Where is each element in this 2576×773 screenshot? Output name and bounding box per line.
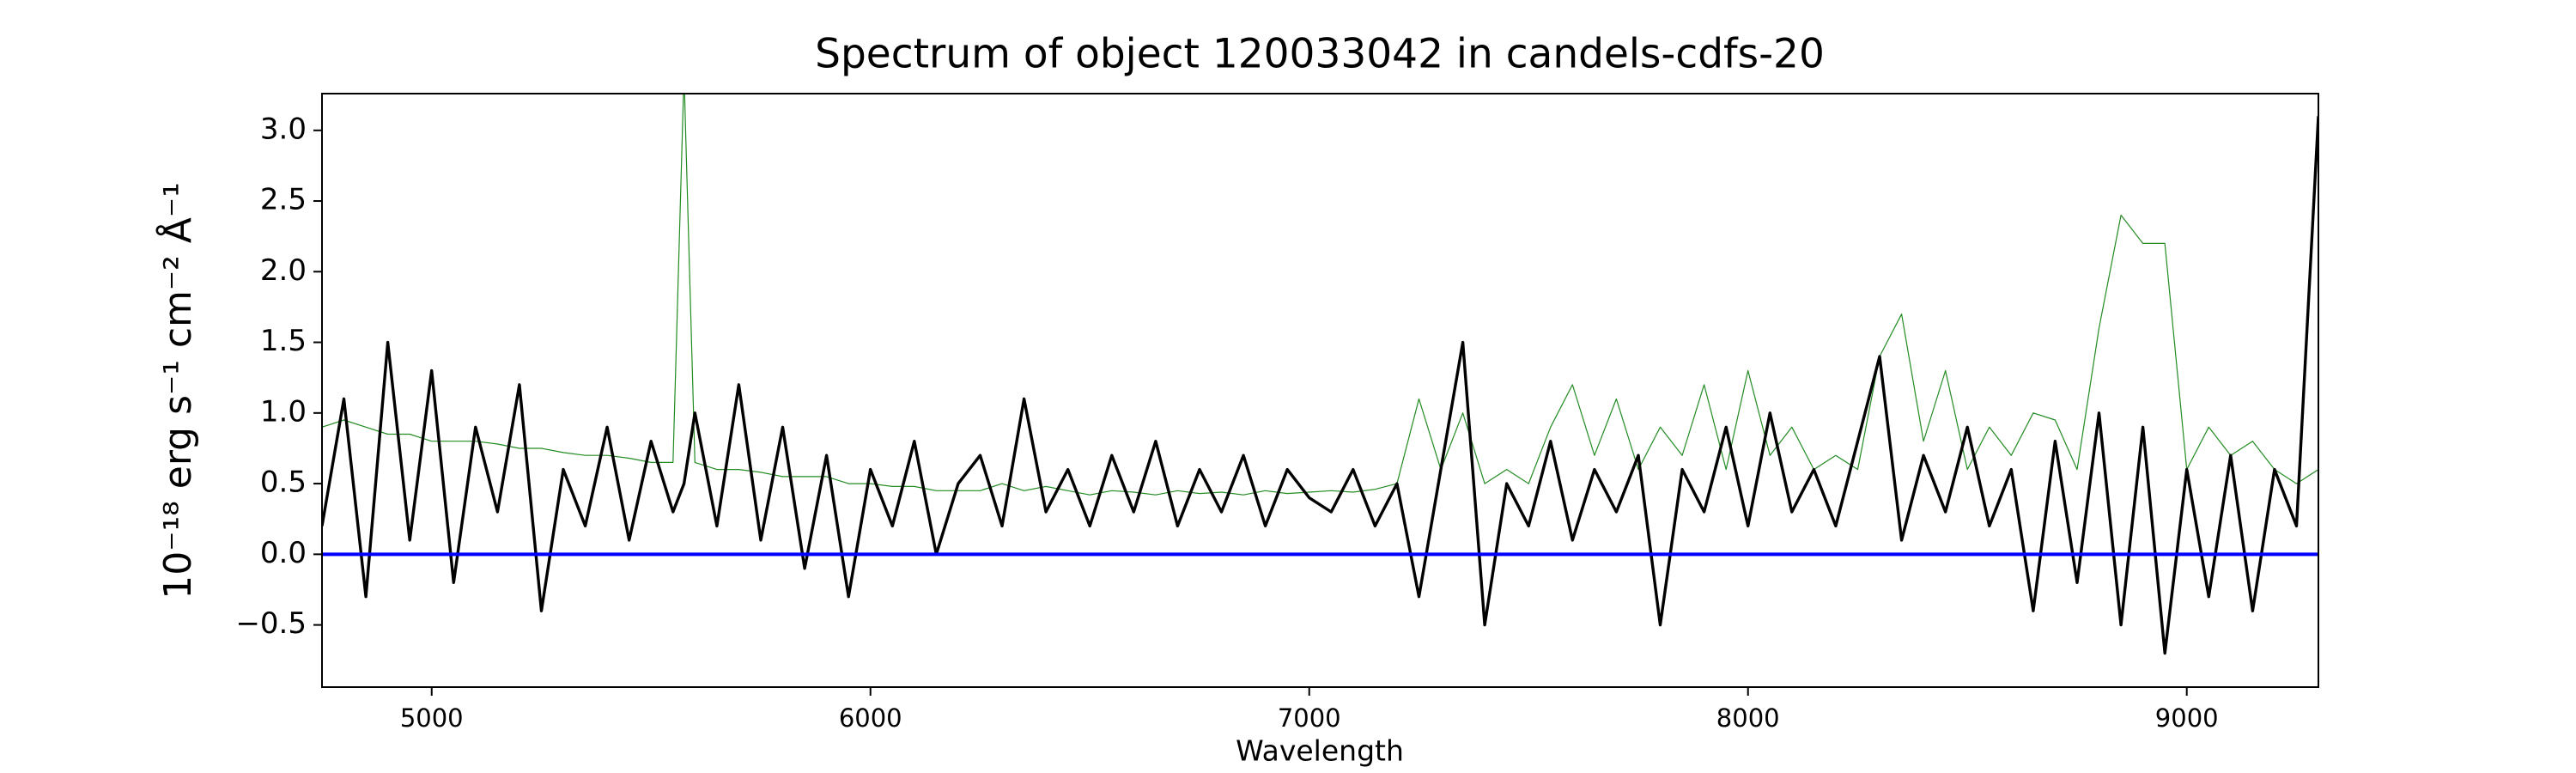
- y-tick-label: 2.5: [260, 183, 307, 217]
- x-tick-label: 6000: [839, 703, 902, 733]
- spectrum-line: [322, 116, 2318, 655]
- x-tick-label: 7000: [1278, 703, 1341, 733]
- spectrum-line: [322, 94, 2318, 496]
- y-tick-label: 0.0: [260, 536, 307, 570]
- x-tick-label: 9000: [2155, 703, 2219, 733]
- y-tick-label: 0.5: [260, 466, 307, 500]
- plot-area: [322, 94, 2318, 655]
- y-tick-label: 1.0: [260, 394, 307, 429]
- chart-title: Spectrum of object 120033042 in candels-…: [815, 31, 1825, 78]
- y-axis-label: 10⁻¹⁸ erg s⁻¹ cm⁻² Å⁻¹: [155, 182, 200, 599]
- y-tick-label: 1.5: [260, 324, 307, 358]
- y-tick-label: 2.0: [260, 253, 307, 288]
- plot-frame: [321, 93, 2319, 688]
- x-axis-label: Wavelength: [1236, 734, 1404, 768]
- x-tick-label: 8000: [1716, 703, 1780, 733]
- y-tick-label: −0.5: [235, 606, 307, 641]
- x-tick-label: 5000: [400, 703, 464, 733]
- y-tick-label: 3.0: [260, 112, 307, 146]
